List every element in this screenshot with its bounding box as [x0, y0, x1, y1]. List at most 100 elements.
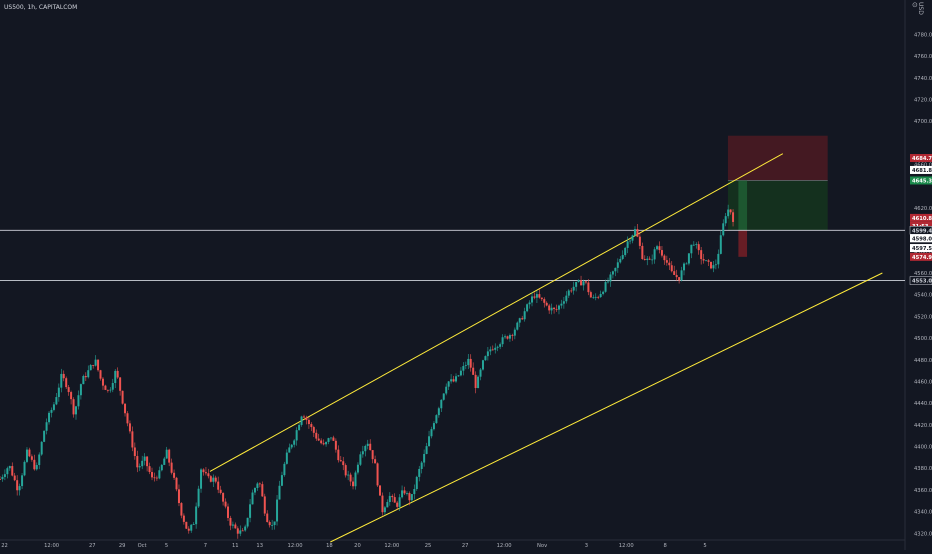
candle-body: [256, 483, 259, 488]
y-tick-label: 4320.0: [914, 531, 932, 537]
candle-body: [383, 507, 386, 513]
channel-line[interactable]: [209, 153, 784, 472]
candle-body: [11, 466, 14, 476]
scale-settings-icon[interactable]: ⊙: [912, 1, 918, 9]
candle-body: [516, 322, 519, 330]
candle-body: [168, 449, 171, 463]
candle-body: [104, 385, 107, 390]
price-label-box: [910, 252, 932, 261]
candle-body: [25, 449, 28, 462]
position-tool[interactable]: [727, 135, 828, 257]
candle-body: [697, 244, 700, 251]
candle-body: [133, 447, 136, 457]
candle-body: [180, 503, 183, 516]
price-label-text: 4681.8: [912, 168, 932, 174]
candle-body: [317, 438, 320, 441]
candle-body: [43, 430, 46, 442]
price-label-text: 4597.5: [912, 246, 932, 252]
candle-body: [45, 422, 48, 431]
candle-body: [151, 472, 154, 478]
price-axis[interactable]: 4780.0 4760.0 4740.0 4720.0 4700.0 4660.0 4620…: [914, 32, 932, 537]
candle-body: [543, 299, 546, 303]
y-tick-label: 4460.0: [914, 379, 932, 385]
time-axis[interactable]: 22 12:00 27 29 Oct 5 7 11 13 12:00 18 20 12:00 25 27 12…: [1, 543, 706, 549]
candle-body: [349, 474, 352, 482]
candle-body: [692, 244, 695, 246]
candle-body: [584, 281, 587, 283]
candle-body: [155, 477, 158, 479]
candle-body: [197, 488, 200, 507]
candle-body: [508, 335, 511, 339]
horizontal-lines[interactable]: [0, 229, 905, 282]
candle-body: [513, 329, 516, 336]
candle-body: [528, 302, 531, 305]
candle-body: [18, 486, 21, 491]
candle-body: [21, 475, 24, 487]
candle-body: [75, 406, 78, 415]
candle-body: [347, 474, 350, 476]
y-tick-label: 4700.0: [914, 119, 932, 125]
long-stop-zone[interactable]: [738, 230, 748, 257]
stop-loss-zone[interactable]: [727, 135, 828, 181]
candle-body: [587, 282, 590, 293]
x-tick-label: 27: [89, 543, 96, 549]
candle-body: [170, 462, 173, 473]
candle-body: [200, 469, 203, 489]
y-tick-label: 4520.0: [914, 314, 932, 320]
price-label-box: [910, 213, 932, 222]
candle-body: [491, 349, 494, 351]
candle-body: [3, 474, 6, 477]
candle-body: [386, 502, 389, 508]
candle-body: [16, 480, 19, 491]
candle-body: [472, 367, 475, 375]
candle-body: [310, 424, 313, 428]
candle-body: [23, 461, 26, 476]
candle-body: [403, 490, 406, 494]
candle-body: [413, 489, 416, 495]
candle-body: [97, 359, 100, 371]
x-tick-label: 18: [326, 543, 333, 549]
candle-body: [222, 492, 225, 502]
candle-body: [379, 485, 382, 496]
candle-body: [719, 235, 722, 254]
price-label-text: 4610.8: [912, 216, 932, 222]
candle-body: [8, 466, 11, 469]
price-label-text: 4645.3: [912, 178, 932, 184]
candle-body: [560, 303, 563, 306]
channel-line[interactable]: [330, 272, 883, 543]
candle-body: [344, 465, 347, 476]
candle-body: [376, 463, 379, 486]
x-tick-label: 12:00: [288, 543, 303, 549]
candle-body: [364, 445, 367, 452]
candle-body: [192, 524, 195, 525]
x-tick-label: 11: [232, 543, 239, 549]
candle-body: [717, 253, 720, 265]
candle-body: [356, 464, 359, 473]
candle-body: [668, 262, 671, 266]
long-target-zone[interactable]: [738, 180, 748, 231]
candle-body: [408, 493, 411, 501]
candle-body: [231, 524, 234, 526]
x-tick-label: 12:00: [384, 543, 399, 549]
candle-body: [435, 415, 438, 424]
candle-body: [616, 262, 619, 268]
price-label-box: [909, 226, 932, 235]
candle-body: [599, 293, 602, 298]
trend-channel[interactable]: [209, 153, 883, 543]
x-tick-label: 12:00: [619, 543, 634, 549]
candle-body: [484, 356, 487, 361]
candle-body: [477, 376, 480, 389]
price-labels: 4684.74681.84645.34610.831:534599.44598.…: [909, 154, 932, 285]
candle-body: [303, 416, 306, 418]
y-tick-label: 4400.0: [914, 445, 932, 451]
candle-body: [214, 477, 217, 482]
candle-body: [401, 490, 404, 498]
candle-body: [327, 438, 330, 442]
candle-body: [459, 370, 462, 376]
y-tick-label: 4480.0: [914, 358, 932, 364]
candle-body: [526, 304, 529, 312]
candle-body: [87, 370, 90, 378]
candle-body: [361, 451, 364, 455]
